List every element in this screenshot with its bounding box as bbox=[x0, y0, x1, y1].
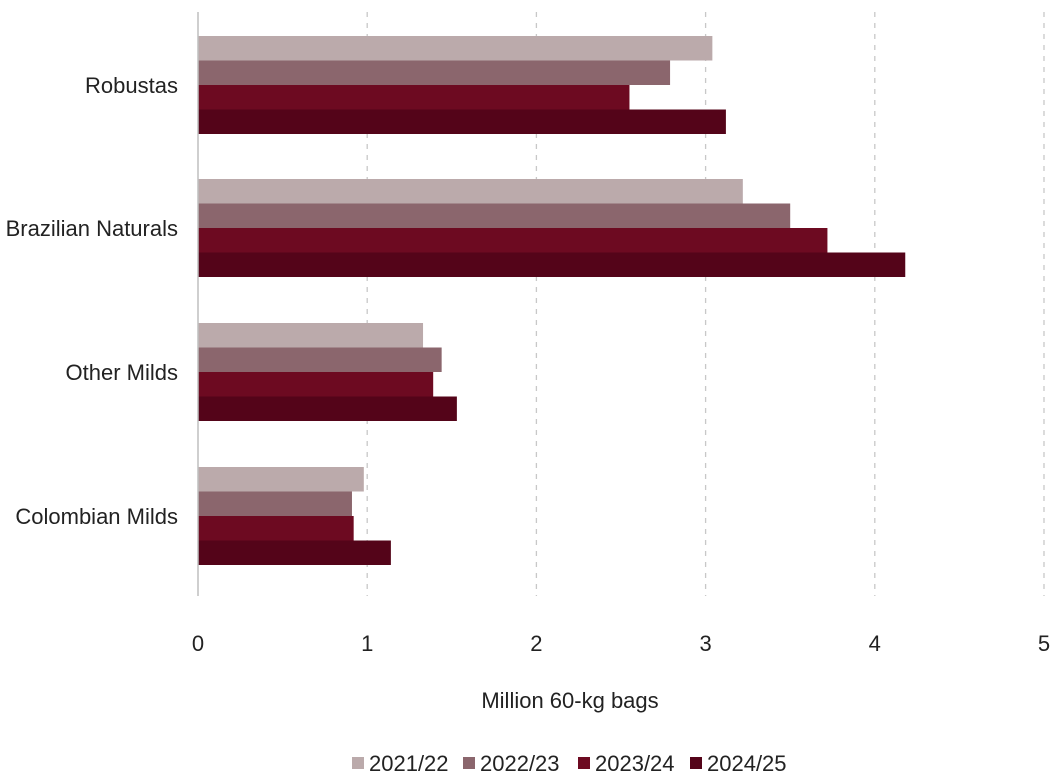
legend-swatch bbox=[578, 757, 590, 769]
category-label: Other Milds bbox=[66, 360, 178, 385]
x-tick-label: 2 bbox=[530, 631, 542, 656]
legend-label: 2021/22 bbox=[369, 751, 449, 776]
category-labels: Robustas Brazilian Naturals Other Milds Col… bbox=[6, 73, 178, 529]
category-label: Robustas bbox=[85, 73, 178, 98]
bar-brazilian-naturals-2024-25 bbox=[198, 252, 906, 277]
x-tick-label: 3 bbox=[699, 631, 711, 656]
bars bbox=[198, 36, 906, 565]
bar-robustas-2022-23 bbox=[198, 60, 671, 85]
legend-item: 2021/22 bbox=[352, 751, 449, 776]
bar-other-milds-2022-23 bbox=[198, 347, 442, 372]
legend-label: 2023/24 bbox=[595, 751, 675, 776]
category-label: Brazilian Naturals bbox=[6, 216, 178, 241]
x-tick-label: 1 bbox=[361, 631, 373, 656]
category-label: Colombian Milds bbox=[15, 504, 178, 529]
bar-robustas-2023-24 bbox=[198, 85, 630, 110]
bar-robustas-2021-22 bbox=[198, 36, 713, 61]
legend-label: 2022/23 bbox=[480, 751, 560, 776]
bar-other-milds-2023-24 bbox=[198, 372, 434, 397]
legend-item: 2022/23 bbox=[463, 751, 560, 776]
bar-brazilian-naturals-2022-23 bbox=[198, 203, 791, 228]
x-tick-label: 4 bbox=[869, 631, 881, 656]
legend-swatch bbox=[352, 757, 364, 769]
grid-lines bbox=[366, 12, 1045, 596]
legend-label: 2024/25 bbox=[707, 751, 787, 776]
bar-brazilian-naturals-2023-24 bbox=[198, 228, 828, 253]
x-tick-label: 0 bbox=[192, 631, 204, 656]
x-tick-labels: 0 1 2 3 4 5 bbox=[192, 631, 1050, 656]
legend-item: 2024/25 bbox=[690, 751, 787, 776]
bar-other-milds-2021-22 bbox=[198, 323, 424, 348]
bar-other-milds-2024-25 bbox=[198, 396, 457, 421]
bar-colombian-milds-2024-25 bbox=[198, 540, 391, 565]
bar-colombian-milds-2021-22 bbox=[198, 467, 364, 492]
x-tick-label: 5 bbox=[1038, 631, 1050, 656]
bar-colombian-milds-2023-24 bbox=[198, 516, 354, 541]
legend-item: 2023/24 bbox=[578, 751, 675, 776]
legend-swatch bbox=[690, 757, 702, 769]
legend-swatch bbox=[463, 757, 475, 769]
bar-colombian-milds-2022-23 bbox=[198, 491, 352, 516]
legend: 2021/22 2022/23 2023/24 2024/25 bbox=[352, 751, 787, 776]
x-axis-title: Million 60-kg bags bbox=[481, 688, 658, 713]
bar-brazilian-naturals-2021-22 bbox=[198, 179, 743, 204]
bar-robustas-2024-25 bbox=[198, 109, 726, 134]
